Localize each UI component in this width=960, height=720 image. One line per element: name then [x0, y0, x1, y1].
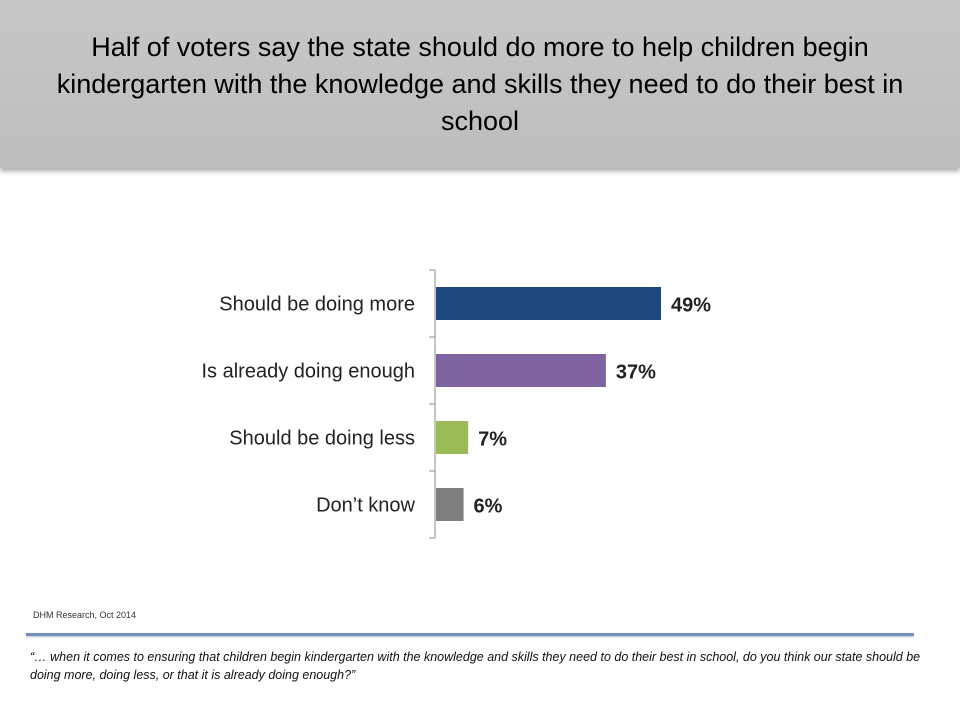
value-label: 37%	[616, 362, 656, 384]
title-band: Half of voters say the state should do m…	[0, 0, 960, 168]
category-label: Should be doing less	[229, 428, 415, 450]
bar	[436, 287, 661, 320]
page-title: Half of voters say the state should do m…	[56, 31, 904, 136]
survey-question: “… when it comes to ensuring that childr…	[30, 650, 921, 682]
footer-divider	[26, 633, 914, 636]
bar	[436, 488, 464, 521]
category-label: Don’t know	[316, 495, 415, 517]
value-label: 6%	[474, 496, 503, 518]
bar-chart: Should be doing more 49% Is already doing …	[202, 269, 711, 539]
bar	[436, 421, 469, 454]
category-label: Should be doing more	[219, 294, 415, 316]
bar	[436, 354, 606, 387]
category-label: Is already doing enough	[202, 361, 416, 383]
value-label: 7%	[478, 429, 507, 451]
value-label: 49%	[671, 295, 711, 317]
source-note: DHM Research, Oct 2014	[33, 610, 137, 620]
